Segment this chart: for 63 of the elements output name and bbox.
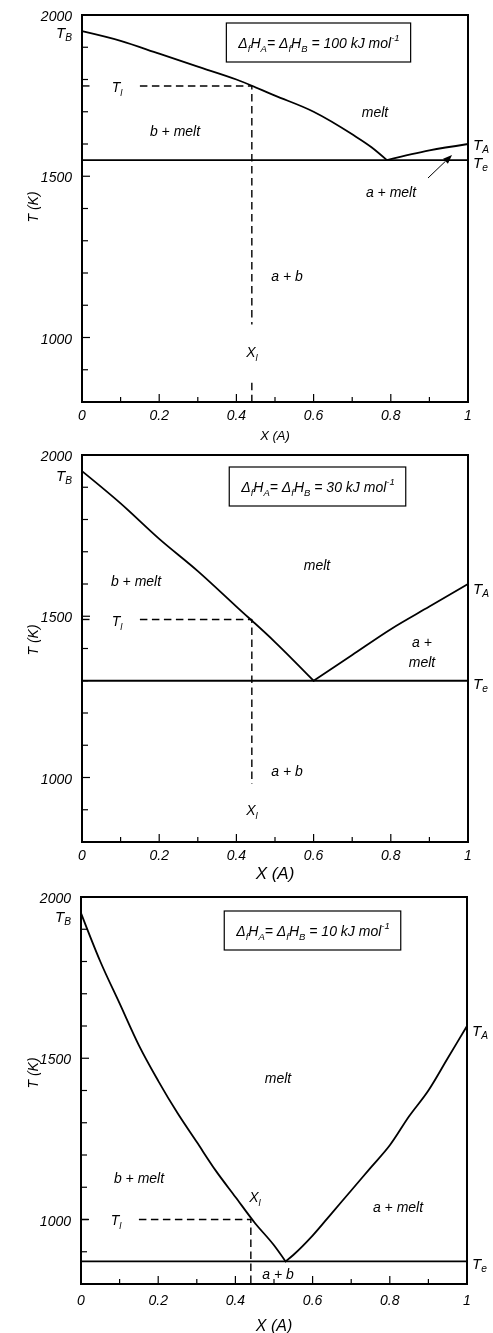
y-axis-title: T (K): [25, 191, 41, 223]
annotation: a + melt: [372, 1199, 425, 1215]
x-tick-label: 0: [78, 847, 87, 863]
chart-title: Δ$_{f}$H$_{A}$= Δ$_{f}$H$_{B}$ = 100 kJ mol$^{-1}$: [238, 32, 400, 54]
annotation: T$_{l}$: [111, 613, 124, 632]
y-tick-label: 1500: [40, 169, 73, 186]
x-tick-label: 0.4: [225, 1292, 246, 1308]
y-axis-title: T (K): [25, 624, 41, 656]
text: T$_{A}$: [473, 135, 490, 155]
text: T$_{B}$: [56, 466, 73, 486]
text: T$_{A}$: [472, 1021, 489, 1041]
annotation: a + b: [271, 268, 303, 284]
y-tick-label: 1000: [40, 330, 73, 347]
x-tick-label: 0.8: [381, 407, 401, 423]
text: T$_{B}$: [55, 907, 72, 927]
x-tick-label: 0.4: [226, 847, 247, 863]
annotation: a + melt: [408, 634, 437, 670]
x-tick-label: 0: [77, 1292, 86, 1308]
y-tick-label: 1000: [40, 770, 73, 787]
x-tick-label: 0: [78, 407, 87, 423]
chart-title: Δ$_{f}$H$_{A}$= Δ$_{f}$H$_{B}$ = 30 kJ mol$^{-1}$: [241, 476, 395, 498]
text: T$_{B}$: [56, 23, 73, 43]
annotation: X$_{l}$: [245, 344, 259, 363]
y-tick-label: 1000: [39, 1212, 72, 1229]
annotation: T$_{l}$: [110, 1212, 123, 1231]
x-tick-label: 1: [464, 407, 472, 423]
annotation: b + melt: [110, 573, 163, 589]
x-axis-title: X (A): [259, 427, 290, 443]
y-tick-label: 2000: [39, 8, 73, 24]
annotation: X$_{l}$: [245, 802, 259, 821]
annotation: melt: [303, 557, 332, 573]
x-tick-label: 0.6: [302, 1292, 323, 1308]
annotation: b + melt: [113, 1170, 166, 1186]
annotation: a + b: [271, 763, 303, 779]
x-tick-label: 0.2: [149, 847, 170, 863]
annotation: melt: [264, 1070, 293, 1086]
x-tick-label: 0.2: [148, 1292, 169, 1308]
ref-line-label: T$_{e}$: [472, 1254, 488, 1275]
text: T$_{A}$: [473, 579, 490, 599]
annotation: melt: [361, 104, 390, 120]
y-tick-label: 1500: [40, 609, 73, 626]
x-tick-label: 0.4: [226, 407, 247, 423]
x-tick-label: 1: [463, 1292, 471, 1308]
x-axis-title: X (A): [254, 1316, 293, 1333]
x-tick-label: 0.8: [380, 1292, 400, 1308]
annotation: b + melt: [149, 123, 202, 139]
y-tick-label: 2000: [38, 890, 72, 906]
annotation: a + b: [262, 1266, 294, 1282]
ref-line-label: T$_{e}$: [473, 674, 489, 694]
x-tick-label: 0.6: [303, 847, 324, 863]
y-axis-title: T (K): [25, 1057, 41, 1089]
x-axis-title: X (A): [254, 863, 295, 883]
annotation: X$_{l}$: [248, 1189, 262, 1208]
annotation: T$_{l}$: [111, 79, 124, 98]
ref-line-label: T$_{e}$: [473, 153, 489, 174]
y-tick-label: 2000: [39, 448, 73, 464]
x-tick-label: 0.2: [149, 407, 170, 423]
y-tick-label: 1500: [39, 1051, 72, 1068]
x-tick-label: 0.6: [303, 407, 324, 423]
x-tick-label: 1: [464, 847, 472, 863]
annotation: a + melt: [365, 184, 418, 200]
x-tick-label: 0.8: [381, 847, 401, 863]
chart-title: Δ$_{f}$H$_{A}$= Δ$_{f}$H$_{B}$ = 10 kJ mol$^{-1}$: [236, 920, 390, 942]
